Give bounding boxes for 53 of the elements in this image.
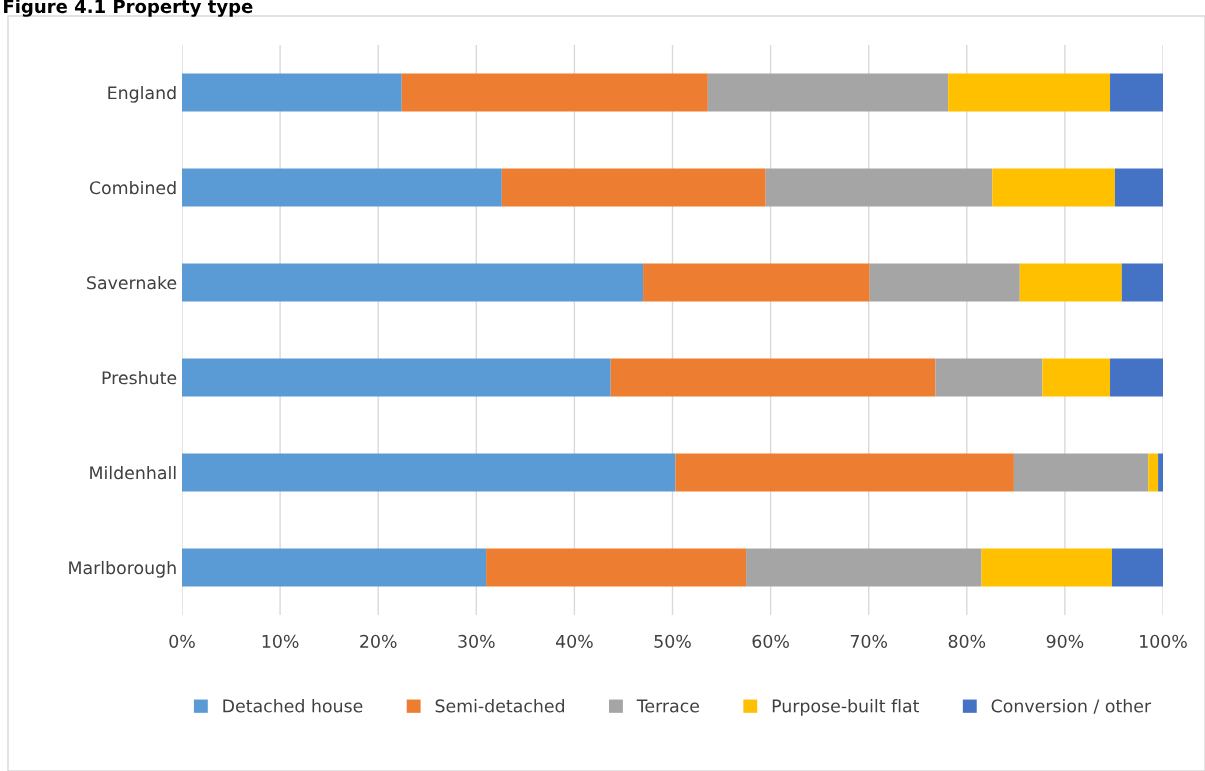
chart-title: Figure 4.1 Property type — [4, 0, 253, 17]
x-tick-label: 100% — [1140, 634, 1187, 648]
bar — [1019, 263, 1122, 302]
y-tick-label: Mildenhall — [90, 465, 176, 480]
legend-label: Terrace — [636, 699, 700, 713]
y-tick-label: Marlborough — [69, 560, 176, 578]
bar — [182, 263, 644, 302]
bar — [401, 73, 708, 112]
x-tick-label: 80% — [948, 634, 986, 648]
bar — [1148, 453, 1159, 492]
bar — [992, 168, 1115, 207]
bar — [182, 73, 402, 112]
bar — [182, 548, 487, 587]
x-tick-label: 50% — [654, 634, 691, 648]
legend-label: Semi-detached — [435, 699, 565, 713]
bar — [675, 453, 1014, 492]
x-tick-label: 60% — [752, 634, 789, 648]
x-tick-label: 40% — [555, 634, 593, 648]
bar — [182, 168, 502, 207]
x-tick-label: 70% — [850, 634, 888, 648]
bar — [765, 168, 993, 207]
legend-label: Purpose-built flat — [772, 699, 920, 716]
y-tick-label: Preshute — [102, 370, 177, 385]
bar — [981, 548, 1112, 587]
y-tick-label: Combined — [89, 180, 176, 195]
legend-label: Detached house — [223, 699, 363, 713]
x-tick-label: 10% — [262, 634, 299, 648]
bar — [1042, 358, 1111, 397]
legend-label: Conversion / other — [991, 699, 1152, 714]
x-tick-label: 0% — [169, 634, 195, 648]
bar — [1158, 453, 1163, 492]
x-tick-label: 90% — [1046, 634, 1084, 648]
bar — [486, 548, 747, 587]
bar — [1121, 263, 1163, 302]
y-tick-label: Savernake — [87, 275, 177, 290]
bar — [643, 263, 870, 302]
bar — [707, 73, 949, 112]
bar — [1013, 453, 1149, 492]
bar — [1111, 548, 1163, 587]
bar — [935, 358, 1043, 397]
bar — [610, 358, 936, 397]
bar — [1114, 168, 1163, 207]
bar — [1110, 358, 1163, 397]
bar — [869, 263, 1020, 302]
bar — [948, 73, 1111, 112]
y-tick-label: England — [108, 85, 176, 103]
bar — [1110, 73, 1163, 112]
bar — [182, 358, 611, 397]
bar — [746, 548, 982, 587]
x-tick-label: 30% — [458, 634, 495, 648]
x-tick-label: 20% — [360, 634, 397, 648]
bar — [501, 168, 766, 207]
bar — [182, 453, 676, 492]
